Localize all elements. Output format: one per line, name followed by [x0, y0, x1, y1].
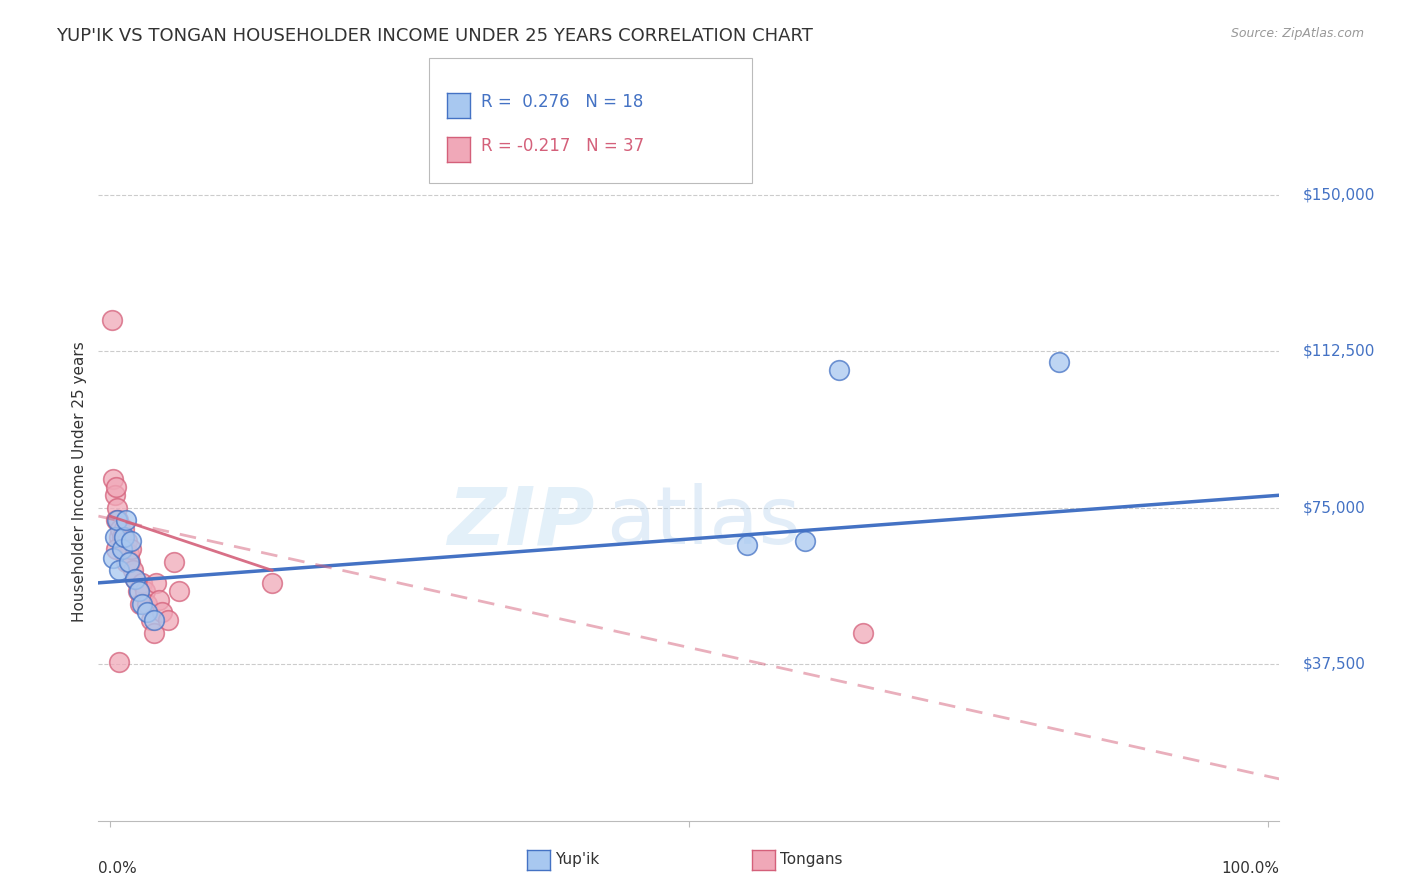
Point: [169, 584, 191, 599]
Point: [148, 592, 170, 607]
Text: Source: ZipAtlas.com: Source: ZipAtlas.com: [1230, 27, 1364, 40]
Point: [108, 563, 131, 577]
Point: [139, 614, 162, 628]
Text: 0.0%: 0.0%: [98, 862, 138, 876]
Point: [143, 626, 166, 640]
Point: [120, 542, 142, 557]
Text: Yup'ik: Yup'ik: [555, 853, 599, 867]
Text: atlas: atlas: [606, 483, 800, 561]
Point: [105, 500, 128, 515]
Point: [735, 538, 758, 552]
Point: [112, 522, 135, 536]
Point: [115, 513, 138, 527]
Text: R = -0.217   N = 37: R = -0.217 N = 37: [481, 137, 644, 155]
Y-axis label: Householder Income Under 25 years: Householder Income Under 25 years: [72, 342, 87, 622]
Point: [136, 597, 159, 611]
Point: [124, 572, 146, 586]
Point: [104, 488, 127, 502]
Point: [117, 555, 139, 569]
Point: [117, 534, 139, 549]
Point: [104, 542, 127, 557]
Point: [108, 530, 131, 544]
Point: [131, 597, 153, 611]
Point: [150, 605, 173, 619]
Text: ZIP: ZIP: [447, 483, 595, 561]
Point: [131, 575, 153, 590]
Point: [115, 555, 138, 569]
Point: [104, 480, 127, 494]
Point: [129, 597, 152, 611]
Text: 100.0%: 100.0%: [1222, 862, 1279, 876]
Text: YUP'IK VS TONGAN HOUSEHOLDER INCOME UNDER 25 YEARS CORRELATION CHART: YUP'IK VS TONGAN HOUSEHOLDER INCOME UNDE…: [56, 27, 813, 45]
Point: [105, 513, 128, 527]
Point: [118, 555, 141, 569]
Point: [163, 555, 186, 569]
Point: [134, 584, 156, 599]
Point: [262, 575, 284, 590]
Point: [852, 626, 875, 640]
Point: [145, 575, 167, 590]
Point: [103, 550, 125, 565]
Point: [110, 522, 132, 536]
Point: [828, 363, 851, 377]
Text: $37,500: $37,500: [1303, 657, 1367, 672]
Point: [127, 584, 149, 599]
Point: [111, 542, 134, 557]
Point: [136, 605, 159, 619]
Point: [104, 513, 127, 527]
Point: [104, 530, 127, 544]
Point: [110, 530, 132, 544]
Point: [122, 563, 145, 577]
Point: [156, 614, 179, 628]
Point: [107, 513, 129, 527]
Point: [128, 584, 150, 599]
Text: $112,500: $112,500: [1303, 343, 1375, 359]
Point: [124, 572, 146, 586]
Point: [117, 547, 139, 561]
Point: [1049, 355, 1071, 369]
Point: [112, 530, 135, 544]
Point: [103, 471, 125, 485]
Text: $75,000: $75,000: [1303, 500, 1365, 516]
Point: [108, 655, 131, 669]
Point: [143, 614, 166, 628]
Point: [793, 534, 815, 549]
Point: [110, 542, 132, 557]
Point: [120, 534, 142, 549]
Point: [101, 313, 124, 327]
Text: $150,000: $150,000: [1303, 187, 1375, 202]
Text: Tongans: Tongans: [780, 853, 842, 867]
Point: [114, 542, 136, 557]
Text: R =  0.276   N = 18: R = 0.276 N = 18: [481, 93, 643, 111]
